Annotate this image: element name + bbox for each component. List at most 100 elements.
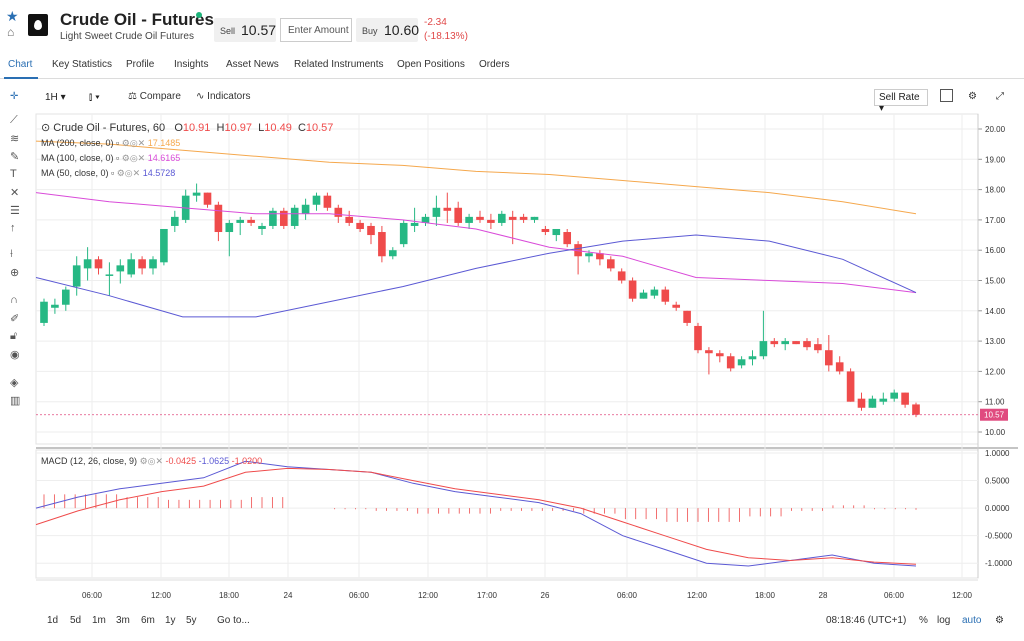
candle-body <box>105 274 114 276</box>
candle-body <box>835 362 844 372</box>
l-label: L <box>258 122 265 134</box>
buy-label: Buy <box>362 26 378 36</box>
amount-input[interactable]: Enter Amount <box>280 18 352 42</box>
lock-drawing-icon[interactable]: ✐ <box>10 313 20 325</box>
candle-body <box>552 228 561 236</box>
instrument-title: Crude Oil - Futures <box>60 10 214 29</box>
interval-value: 1H <box>45 92 58 103</box>
macd-tick-label: 0.0000 <box>985 504 1010 513</box>
candle-body <box>792 341 800 345</box>
candle-body <box>388 250 397 257</box>
ma200-controls-icon[interactable]: ⚙◎✕ <box>121 138 146 148</box>
macd-tick-label: -1.0000 <box>985 559 1013 568</box>
range-1d[interactable]: 1d <box>47 615 59 626</box>
lock-icon[interactable]: 🔓︎ <box>10 330 18 342</box>
range-5d[interactable]: 5d <box>70 615 82 626</box>
brush-icon[interactable]: ✎ <box>10 151 20 163</box>
macd-label: MACD (12, 26, close, 9) <box>41 456 138 466</box>
fullscreen-box-icon[interactable] <box>940 89 953 102</box>
goto-button[interactable]: Go to... <box>217 615 250 626</box>
auto-toggle[interactable]: auto <box>962 615 982 626</box>
trend-line-icon[interactable]: ⟋ <box>10 114 18 126</box>
collapse-icon[interactable]: ⊙ <box>41 122 51 134</box>
candle-body <box>748 356 757 360</box>
candle-body <box>40 301 48 323</box>
buy-price: 10.60 <box>384 22 420 38</box>
range-5y[interactable]: 5y <box>186 615 197 626</box>
candle-body <box>410 222 419 226</box>
compare-button[interactable]: ⚖ Compare <box>128 91 181 102</box>
tab-insights[interactable]: Insights <box>174 59 209 70</box>
candle-body <box>432 207 441 217</box>
candle-body <box>323 195 332 208</box>
price-tick-label: 14.00 <box>985 307 1006 316</box>
tab-related-instruments[interactable]: Related Instruments <box>294 59 384 70</box>
candle-body <box>857 398 866 408</box>
tab-key-statistics[interactable]: Key Statistics <box>52 59 113 70</box>
sell-rate-select[interactable]: Sell Rate ▾ <box>874 89 928 114</box>
expand-icon[interactable]: ⤢ <box>996 91 1004 102</box>
range-1y[interactable]: 1y <box>165 615 176 626</box>
zoom-icon[interactable]: ⊕ <box>10 267 20 279</box>
star-icon[interactable]: ★ <box>6 8 19 24</box>
percent-toggle[interactable]: % <box>919 615 928 626</box>
indicators-button[interactable]: ∿ Indicators <box>196 91 251 102</box>
scale-settings-icon[interactable]: ⚙ <box>995 615 1004 626</box>
settings-gear-icon[interactable]: ⚙ <box>968 91 977 102</box>
macd-tick-label: 0.5000 <box>985 477 1010 486</box>
tab-chart[interactable]: Chart <box>8 59 33 70</box>
magnet-icon[interactable]: ∩ <box>10 294 18 306</box>
time-tick-label: 24 <box>284 591 293 600</box>
macd-line <box>35 460 917 567</box>
macd-controls-icon[interactable]: ⚙◎✕ <box>139 456 164 466</box>
candle-body <box>454 207 463 223</box>
candle-body <box>672 304 681 308</box>
range-3m[interactable]: 3m <box>116 615 130 626</box>
candle-body <box>225 222 234 233</box>
ma50-controls-icon[interactable]: ⚙◎✕ <box>116 168 141 178</box>
pattern-icon[interactable]: ✕ <box>10 187 20 199</box>
ma100-value: 14.6165 <box>147 153 181 163</box>
crosshair-icon[interactable]: ✛ <box>10 91 19 102</box>
arrow-up-icon[interactable]: ↑ <box>10 222 16 234</box>
time-tick-label: 06:00 <box>349 591 370 600</box>
tab-profile[interactable]: Profile <box>126 59 155 70</box>
ma100-controls-icon[interactable]: ⚙◎✕ <box>121 153 146 163</box>
ruler-icon[interactable]: ⟊ <box>10 248 13 260</box>
candle-body <box>279 210 288 226</box>
candle-body <box>214 204 223 233</box>
prediction-icon[interactable]: ☰ <box>10 205 20 217</box>
clock-readout: 08:18:46 (UTC+1) <box>826 615 907 626</box>
price-tick-label: 18.00 <box>985 186 1006 195</box>
tab-orders[interactable]: Orders <box>479 59 510 70</box>
range-6m[interactable]: 6m <box>141 615 155 626</box>
ma100-line <box>35 192 917 294</box>
price-chart[interactable]: 06:00 12:00 18:00 24 06:00 12:00 17:00 26 06:00 1… <box>0 110 1024 610</box>
range-1m[interactable]: 1m <box>92 615 106 626</box>
fib-icon[interactable]: ≋ <box>10 133 20 145</box>
last-price-tag <box>980 408 1008 421</box>
buy-button[interactable]: Buy 10.60 <box>356 18 420 42</box>
sell-button[interactable]: Sell 10.57 <box>214 18 276 42</box>
instrument-tabs: Chart Key Statistics Profile Insights As… <box>0 53 1024 79</box>
eye-icon[interactable]: ◉ <box>10 349 20 361</box>
candle-body <box>585 253 593 257</box>
candle-body <box>879 398 888 402</box>
log-toggle[interactable]: log <box>937 615 951 626</box>
candle-body <box>94 259 103 269</box>
trash-icon[interactable]: ▥ <box>10 395 21 407</box>
tab-asset-news[interactable]: Asset News <box>226 59 279 70</box>
candle-body <box>72 265 81 287</box>
candle-body <box>770 341 779 345</box>
text-icon[interactable]: T <box>10 168 17 180</box>
tab-open-positions[interactable]: Open Positions <box>397 59 465 70</box>
interval-select[interactable]: 1H ▾ <box>40 89 74 106</box>
candle-body <box>563 232 572 245</box>
candle-body <box>290 207 299 226</box>
layers-icon[interactable]: ◈ <box>10 377 19 389</box>
candle-body <box>258 225 266 229</box>
pin-icon[interactable]: ⌂ <box>7 25 15 39</box>
ma50-legend: MA (50, close, 0) ▫ ⚙◎✕ 14.5728 <box>41 168 176 178</box>
chart-type-select[interactable]: ⫾ ▾ <box>84 89 118 106</box>
candle-body <box>846 371 855 402</box>
